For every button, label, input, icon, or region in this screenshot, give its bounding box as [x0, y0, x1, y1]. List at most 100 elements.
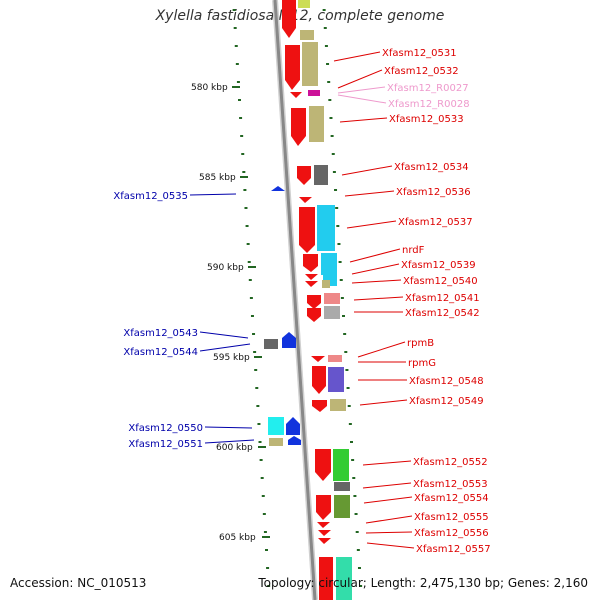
accession-label: Accession: NC_010513	[10, 576, 147, 590]
gene-arrow-forward	[305, 281, 318, 287]
label-connector	[337, 86, 386, 94]
gene-label: Xfasm12_0544	[123, 347, 198, 358]
gene-arrow-forward	[315, 449, 331, 481]
genome-summary: Topology: circular; Length: 2,475,130 bp…	[258, 576, 588, 590]
gene-arrow-forward	[312, 400, 327, 412]
gene-arrow-forward	[299, 197, 312, 203]
gene-arrow-forward	[319, 557, 333, 600]
label-connector	[362, 460, 412, 466]
tick-guides	[232, 9, 363, 587]
scale-label-580: 580 kbp	[191, 83, 228, 93]
map-title: Xylella fastidiosa M12, complete genome	[155, 8, 445, 24]
gene-arrow-forward	[318, 538, 331, 544]
forward-genes	[282, 0, 333, 600]
label-connector	[349, 248, 401, 263]
label-connector	[346, 220, 397, 229]
label-connector	[204, 439, 255, 444]
gene-arrow-forward	[303, 254, 318, 272]
label-connector	[351, 279, 402, 284]
gene-arrow-forward	[317, 522, 330, 528]
gene-arrow-forward	[299, 207, 315, 253]
gene-arrow-forward	[318, 530, 331, 536]
scale-label-590: 590 kbp	[207, 263, 244, 273]
gene-label: Xfasm12_0549	[409, 396, 484, 407]
scale-label-600: 600 kbp	[216, 443, 253, 453]
gene-label: Xfasm12_0552	[413, 457, 488, 468]
gene-label: Xfasm12_0541	[405, 293, 480, 304]
label-connector	[359, 399, 408, 406]
gene-arrow-forward	[311, 356, 325, 362]
gene-label: Xfasm12_0539	[401, 260, 476, 271]
gene-arrow-reverse	[286, 417, 300, 435]
gene-arrow-reverse	[271, 186, 285, 191]
gene-label: Xfasm12_0550	[128, 423, 203, 434]
gene-label: Xfasm12_R0028	[388, 99, 470, 110]
label-connector	[199, 343, 251, 352]
left-label-connectors	[189, 193, 255, 444]
scale-label-585: 585 kbp	[199, 173, 236, 183]
gene-arrow-forward	[285, 45, 300, 90]
label-connector	[199, 331, 249, 339]
label-connector	[365, 531, 413, 534]
label-connector	[204, 426, 253, 429]
backbone-line	[273, 0, 317, 600]
label-connector	[353, 296, 404, 301]
gene-label: Xfasm12_0548	[409, 376, 484, 387]
gene-arrow-forward	[312, 366, 326, 394]
gene-label: Xfasm12_0540	[403, 276, 478, 287]
gene-arrow-forward	[291, 108, 306, 146]
gene-label: Xfasm12_0542	[405, 308, 480, 319]
gene-arrow-forward	[307, 295, 321, 309]
gene-arrow-forward	[290, 92, 302, 98]
gene-label: Xfasm12_0533	[389, 114, 464, 125]
forward-gene-categories	[298, 0, 352, 600]
gene-label: Xfasm12_R0027	[387, 83, 469, 94]
gene-arrow-forward	[297, 166, 311, 185]
label-connector	[333, 51, 381, 62]
scale-label-605: 605 kbp	[219, 533, 256, 543]
gene-label: Xfasm12_0556	[414, 528, 489, 539]
gene-label: Xfasm12_0543	[123, 328, 198, 339]
gene-arrow-forward	[316, 495, 331, 520]
right-label-connectors	[333, 51, 415, 549]
gene-arrow-forward	[307, 308, 321, 322]
label-connector	[189, 193, 237, 196]
scale-labels: 580 kbp 585 kbp 590 kbp 595 kbp 600 kbp …	[191, 83, 270, 543]
gene-arrow-forward	[305, 274, 318, 280]
label-connector	[351, 263, 400, 275]
reverse-gene-labels: Xfasm12_0535 Xfasm12_0543 Xfasm12_0544 Xfas…	[113, 191, 203, 450]
gene-label: Xfasm12_0537	[398, 217, 473, 228]
gene-label: Xfasm12_0534	[394, 162, 469, 173]
reverse-genes	[264, 186, 301, 446]
label-connector	[337, 94, 387, 104]
backbone	[272, 0, 318, 600]
label-connector	[337, 69, 383, 89]
label-connector	[365, 515, 413, 524]
gene-label: Xfasm12_0531	[382, 48, 457, 59]
forward-gene-labels: Xfasm12_0531 Xfasm12_0532 Xfasm12_R0027 Xfa…	[382, 48, 491, 555]
gene-label: nrdF	[402, 245, 425, 256]
gene-label: Xfasm12_0532	[384, 66, 459, 77]
gene-label: Xfasm12_0551	[128, 439, 203, 450]
gene-arrow-reverse	[282, 338, 296, 348]
gene-label: Xfasm12_0535	[113, 191, 188, 202]
label-connector	[363, 496, 413, 504]
label-connector	[366, 542, 415, 549]
gene-label: Xfasm12_0555	[414, 512, 489, 523]
label-connector	[341, 165, 393, 176]
rna-gene	[308, 90, 320, 96]
label-connector	[362, 482, 412, 489]
scale-label-595: 595 kbp	[213, 353, 250, 363]
gene-label: Xfasm12_0554	[414, 493, 489, 504]
label-connector	[339, 117, 388, 123]
gene-label: rpmB	[407, 338, 434, 349]
gene-label: Xfasm12_0553	[413, 479, 488, 490]
label-connector	[357, 341, 406, 358]
gene-label: rpmG	[408, 358, 436, 369]
gene-label: Xfasm12_0536	[396, 187, 471, 198]
gene-label: Xfasm12_0557	[416, 544, 491, 555]
gene-arrow-forward	[282, 0, 296, 38]
label-connector	[344, 190, 395, 197]
